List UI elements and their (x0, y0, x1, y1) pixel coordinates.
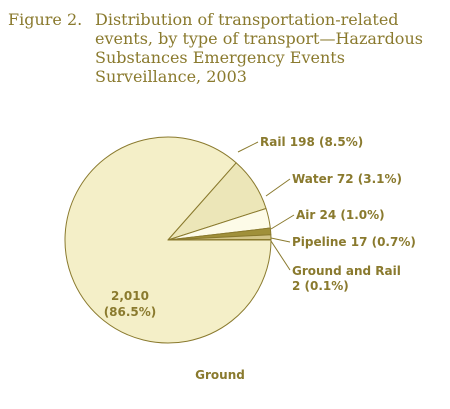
chart-title-line-1: Distribution of transportation-related (95, 10, 399, 29)
label-pipeline: Pipeline 17 (0.7%) (292, 235, 416, 249)
label-ground-and-rail-value: 2 (0.1%) (292, 279, 349, 293)
label-ground-and-rail: Ground and Rail (292, 264, 401, 278)
chart-title: Distribution of transportation-related e… (95, 10, 440, 86)
leader-line-water (265, 178, 291, 197)
leader-line-pipeline (270, 237, 291, 243)
label-ground-value: 2,010 (111, 289, 149, 303)
figure-label: Figure 2. (8, 10, 83, 29)
label-water: Water 72 (3.1%) (292, 172, 402, 186)
leader-line-air (270, 214, 295, 230)
chart-title-line-2: events, by type of transport—Hazardous (95, 29, 423, 48)
label-rail: Rail 198 (8.5%) (260, 135, 363, 149)
chart-title-line-4: Surveillance, 2003 (95, 67, 247, 86)
label-ground-name: Ground (195, 368, 245, 382)
pie-slice-ground-and-rail (167, 238, 272, 241)
label-ground-percent: (86.5%) (104, 305, 157, 319)
leader-line-ground-and-rail (270, 240, 291, 271)
label-air: Air 24 (1.0%) (296, 208, 385, 222)
leader-line-rail (237, 141, 259, 153)
chart-title-line-3: Substances Emergency Events (95, 48, 345, 67)
